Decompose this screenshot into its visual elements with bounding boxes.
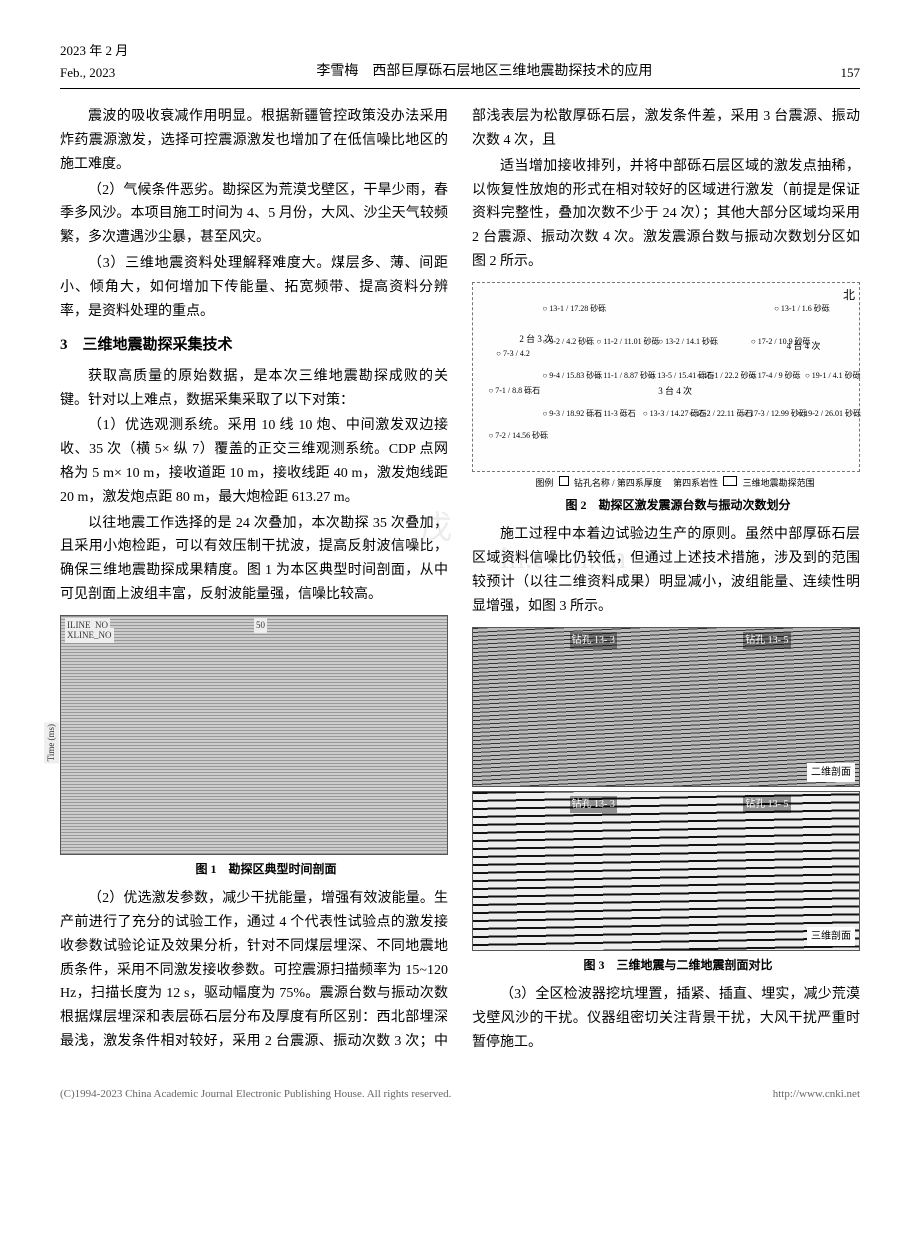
map-point: ○ 13-1 / 17.28 砂砾 <box>542 302 606 316</box>
header-date: 2023 年 2 月 Feb., 2023 <box>60 40 128 84</box>
footer-copyright: (C)1994-2023 China Academic Journal Elec… <box>60 1085 451 1104</box>
map-point: ○ 9-4 / 15.83 砂砾 <box>542 369 602 383</box>
map-point: ○ 19-2 / 26.01 砂砾 <box>797 407 861 421</box>
profile-2d: 钻孔 13- 3 钻孔 13- 5 二维剖面 <box>472 627 860 787</box>
zone-label-c: 3 台 4 次 <box>658 384 692 399</box>
map-point: ○ 7-2 / 14.56 砂砾 <box>488 429 548 443</box>
page-footer: (C)1994-2023 China Academic Journal Elec… <box>60 1085 860 1104</box>
profile-2d-tag: 二维剖面 <box>807 763 855 782</box>
north-icon: 北 <box>843 285 855 305</box>
map-point: ○ 11-1 / 8.87 砂砾 <box>597 369 656 383</box>
para: （3）全区检波器挖坑埋置，插紧、插直、埋实，减少荒漠戈壁风沙的干扰。仪器组密切关… <box>472 983 860 1054</box>
page-header: 2023 年 2 月 Feb., 2023 李雪梅 西部巨厚砾石层地区三维地震勘… <box>60 40 860 89</box>
legend-label: 图例 <box>535 478 553 488</box>
hole-label-b: 钻孔 13- 5 <box>743 632 790 649</box>
legend-box-icon <box>723 476 737 486</box>
para: 获取高质量的原始数据，是本次三维地震勘探成败的关键。针对以上难点，数据采集采取了… <box>60 365 448 413</box>
figure-3-caption: 图 3 三维地震与二维地震剖面对比 <box>472 955 860 975</box>
hole-label-b2: 钻孔 13- 5 <box>743 796 790 813</box>
map-point: ○ 7-1 / 8.8 砾石 <box>488 384 540 398</box>
map-fig2: 北 2 台 3 次 4 台 4 次 3 台 4 次 ○ 13-1 / 17.28… <box>472 282 860 472</box>
section-heading-3: 3 三维地震勘探采集技术 <box>60 333 448 359</box>
page-number: 157 <box>841 62 861 84</box>
map-point: ○ 11-2 / 11.01 砂砾 <box>597 335 660 349</box>
legend-swatch-icon <box>559 476 569 486</box>
page: 2023 年 2 月 Feb., 2023 李雪梅 西部巨厚砾石层地区三维地震勘… <box>60 40 860 1104</box>
para: （3）三维地震资料处理解释难度大。煤层多、薄、间距小、倾角大，如何增加下传能量、… <box>60 252 448 323</box>
fig1-ylabel: Time (ms) <box>44 722 59 763</box>
date-cn: 2023 年 2 月 <box>60 40 128 62</box>
para: （2）气候条件恶劣。勘探区为荒漠戈壁区，干旱少雨，春季多风沙。本项目施工时间为 … <box>60 179 448 250</box>
map-point: ○ 15-1 / 22.2 砂砾 <box>697 369 757 383</box>
hole-label-a: 钻孔 13- 3 <box>570 632 617 649</box>
legend-area: 三维地震勘探范围 <box>743 478 815 488</box>
header-title: 李雪梅 西部巨厚砾石层地区三维地震勘探技术的应用 <box>128 60 840 84</box>
hole-label-a2: 钻孔 13- 3 <box>570 796 617 813</box>
map-point: ○ 17-2 / 10.9 砂砾 <box>751 335 811 349</box>
fig1-mid: 50 <box>254 618 267 633</box>
seismic-section-fig1: ILINE_NO XLINE_NO 50 Time (ms) <box>60 615 448 855</box>
legend-lith: 第四系岩性 <box>673 478 718 488</box>
legend-name: 钻孔名称 <box>574 478 610 488</box>
para: 震波的吸收衰减作用明显。根据新疆管控政策没办法采用炸药震源激发，选择可控震源激发… <box>60 105 448 176</box>
figure-1: ILINE_NO XLINE_NO 50 Time (ms) 图 1 勘探区典型… <box>60 615 448 879</box>
map-point: ○ 9-3 / 18.92 砾石 <box>542 407 602 421</box>
date-en: Feb., 2023 <box>60 62 128 84</box>
map-point: ○ 9-2 / 4.2 砂砾 <box>542 335 594 349</box>
figure-2: 北 2 台 3 次 4 台 4 次 3 台 4 次 ○ 13-1 / 17.28… <box>472 282 860 516</box>
map-point: ○ 13-2 / 14.1 砂砾 <box>658 335 718 349</box>
body-columns: 震波的吸收衰减作用明显。根据新疆管控政策没办法采用炸药震源激发，选择可控震源激发… <box>60 105 860 1055</box>
profile-3d: 钻孔 13- 3 钻孔 13- 5 三维剖面 <box>472 791 860 951</box>
para: 施工过程中本着边试验边生产的原则。虽然中部厚砾石层区域资料信噪比仍较低，但通过上… <box>472 523 860 618</box>
map-point: ○ 13-1 / 1.6 砂砾 <box>774 302 830 316</box>
figure-2-legend: 图例 钻孔名称 / 第四系厚度 第四系岩性 三维地震勘探范围 <box>472 476 860 491</box>
figure-1-caption: 图 1 勘探区典型时间剖面 <box>60 859 448 879</box>
footer-url: http://www.cnki.net <box>773 1085 860 1104</box>
map-point: ○ 7-3 / 4.2 <box>496 347 530 361</box>
map-point: ○ 19-1 / 4.1 砂砾 <box>805 369 861 383</box>
legend-thick: 第四系厚度 <box>617 478 662 488</box>
para: 适当增加接收排列，并将中部砾石层区域的激发点抽稀，以恢复性放炮的形式在相对较好的… <box>472 155 860 274</box>
map-point: ○ 17-4 / 9 砂砾 <box>751 369 801 383</box>
para: 以往地震工作选择的是 24 次叠加，本次勘探 35 次叠加，且采用小炮检距，可以… <box>60 512 448 607</box>
para: （1）优选观测系统。采用 10 线 10 炮、中间激发双边接收、35 次（横 5… <box>60 414 448 509</box>
fig1-xline: XLINE_NO <box>65 628 114 643</box>
profile-3d-tag: 三维剖面 <box>807 927 855 946</box>
figure-3: 钻孔 13- 3 钻孔 13- 5 二维剖面 钻孔 13- 3 钻孔 13- 5… <box>472 627 860 975</box>
figure-2-caption: 图 2 勘探区激发震源台数与振动次数划分 <box>472 495 860 515</box>
map-point: ○ 11-3 砾石 <box>597 407 636 421</box>
